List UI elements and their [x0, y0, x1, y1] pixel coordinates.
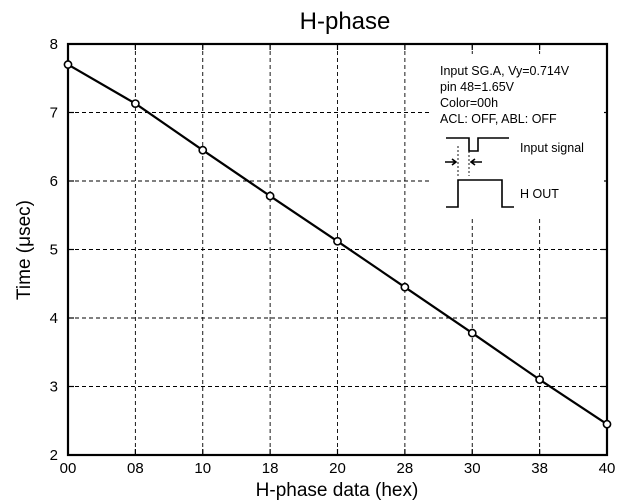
x-tick-label: 28 [397, 460, 414, 477]
y-tick-label: 3 [50, 379, 58, 396]
input-signal-label: Input signal [520, 141, 584, 155]
x-axis-label: H-phase data (hex) [256, 480, 419, 501]
y-tick-label: 6 [50, 173, 58, 190]
annotation-line-2: pin 48=1.65V [440, 80, 515, 94]
annotation-box: Input SG.A, Vy=0.714V pin 48=1.65V Color… [432, 54, 604, 216]
data-point [265, 191, 275, 201]
chart-title: H-phase [300, 8, 391, 35]
h-out-label: H OUT [520, 187, 559, 201]
data-point [400, 282, 410, 292]
x-tick-label: 30 [464, 460, 481, 477]
y-tick-label: 4 [50, 310, 58, 327]
x-tick-label: 40 [599, 460, 616, 477]
y-tick-label: 7 [50, 105, 58, 122]
x-tick-label: 10 [194, 460, 211, 477]
y-tick-label: 2 [50, 447, 58, 464]
data-point [535, 375, 545, 385]
annotation-background [432, 54, 604, 216]
x-tick-label: 38 [531, 460, 548, 477]
x-tick-label: 08 [127, 460, 144, 477]
data-point [63, 60, 73, 69]
series-group [63, 60, 612, 429]
timing-arrow-left [445, 158, 458, 166]
annotation-line-4: ACL: OFF, ABL: OFF [440, 112, 557, 126]
data-point [130, 99, 140, 108]
tick-marks [67, 43, 608, 456]
annotation-line-1: Input SG.A, Vy=0.714V [440, 64, 570, 78]
input-signal-waveform [446, 137, 509, 152]
x-tick-label: 00 [60, 460, 77, 477]
annotation-line-3: Color=00h [440, 96, 498, 110]
y-tick-label: 5 [50, 242, 58, 259]
y-tick-label: 8 [50, 36, 58, 53]
x-tick-label: 18 [262, 460, 279, 477]
timing-arrow-right [469, 158, 482, 166]
x-tick-label: 20 [329, 460, 346, 477]
y-tick-labels: 2 3 4 5 6 7 8 [50, 36, 58, 464]
data-point [333, 236, 342, 246]
data-point [602, 419, 612, 429]
x-tick-labels: 00 08 10 18 20 28 30 38 40 [60, 460, 616, 477]
h-out-waveform [446, 179, 514, 208]
data-point [198, 145, 208, 155]
y-axis-label: Time (μsec) [14, 200, 35, 300]
data-point [467, 328, 477, 338]
